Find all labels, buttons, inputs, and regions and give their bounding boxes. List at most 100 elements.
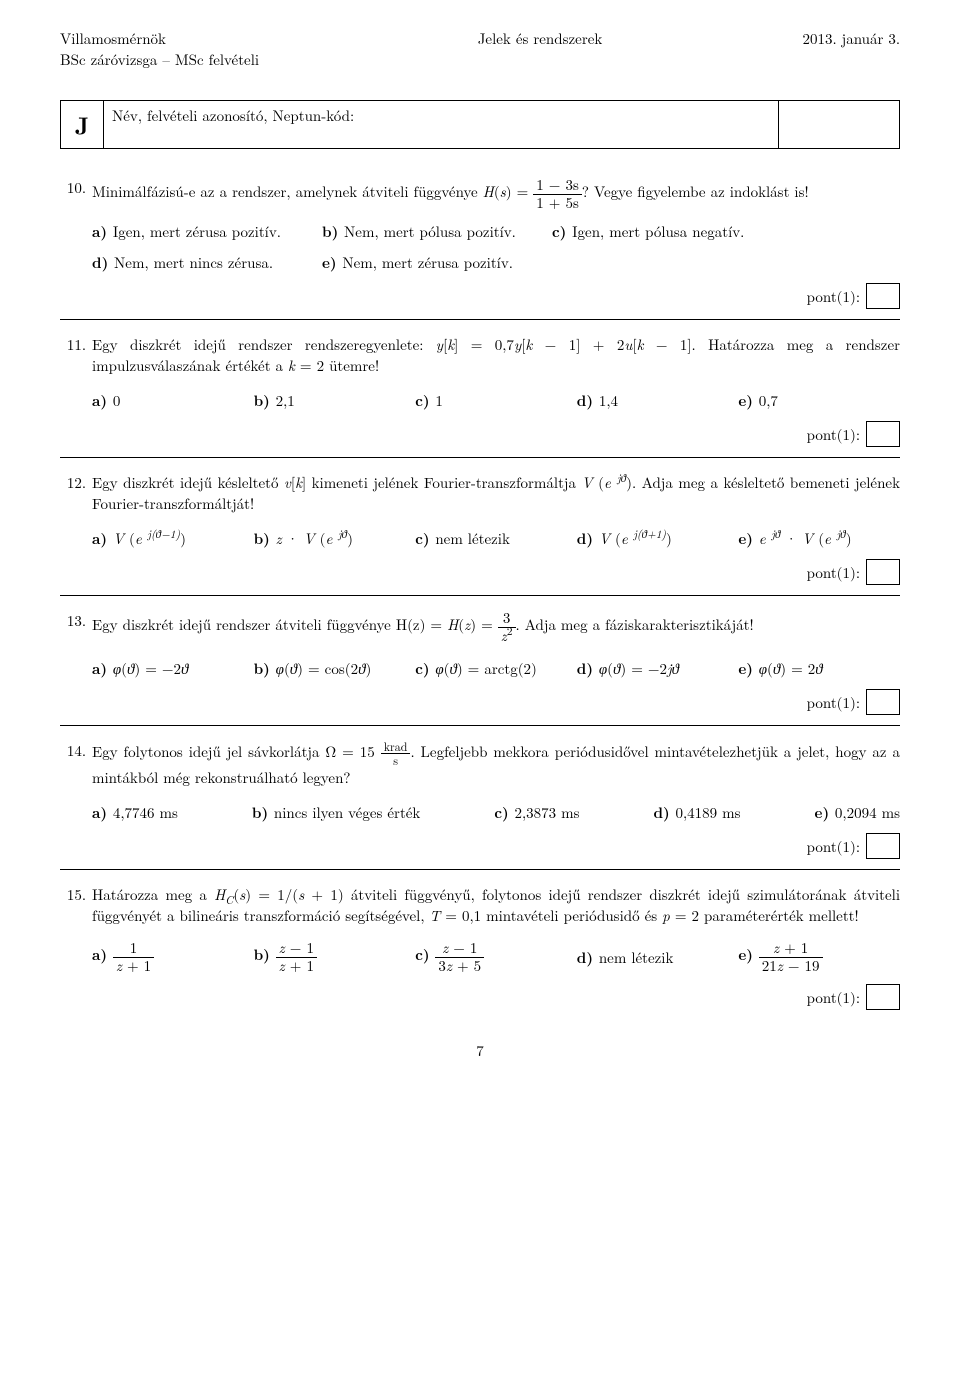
q11-opt-c[interactable]: c) 1	[415, 390, 577, 411]
variant-letter-box: J	[60, 100, 104, 149]
q11-score-box[interactable]	[866, 421, 900, 447]
name-field-label: Név, felvételi azonosító, Neptun-kód:	[112, 105, 354, 126]
question-10: 10. Minimálfázisú-e az a rendszer, amely…	[60, 177, 900, 273]
question-number: 10.	[60, 177, 92, 211]
score-label: pont(1):	[807, 987, 860, 1008]
q15-opt-c[interactable]: c) z − 13z + 5	[415, 940, 577, 974]
q12-opt-c-text: nem létezik	[435, 528, 510, 549]
q10-opt-e[interactable]: e) Nem, mert zérusa pozitív.	[322, 252, 552, 273]
q12-opt-c[interactable]: c) nem létezik	[415, 528, 577, 549]
q13-fraction: 3 z2	[498, 610, 516, 644]
name-field-box[interactable]: Név, felvételi azonosító, Neptun-kód:	[104, 100, 779, 149]
q12-options: a) V (e j(ϑ−1)) b) z · V (e jϑ) c) nem l…	[92, 528, 900, 549]
q10-frac-den: 1 + 5s	[533, 195, 582, 212]
q11-opt-e-text: 0,7	[759, 390, 778, 411]
q14-opt-e[interactable]: e) 0,2094 ms	[815, 802, 900, 823]
q14-opt-c[interactable]: c) 2,3873 ms	[494, 802, 579, 823]
q13-score-box[interactable]	[866, 689, 900, 715]
q14-opt-a[interactable]: a) 4,7746 ms	[92, 802, 178, 823]
q10-opt-e-text: Nem, mert zérusa pozitív.	[342, 252, 513, 273]
q10-fraction: 1 − 3s 1 + 5s	[533, 177, 582, 211]
q10-score-row: pont(1):	[60, 283, 900, 309]
separator	[60, 595, 900, 596]
q14-opt-b[interactable]: b) nincs ilyen véges érték	[252, 802, 420, 823]
q11-opt-a[interactable]: a) 0	[92, 390, 254, 411]
question-number: 14.	[60, 740, 92, 788]
question-number: 12.	[60, 472, 92, 514]
q15-options: a) 1z + 1 b) z − 1z + 1 c) z − 13z + 5 d…	[92, 940, 900, 974]
q14-opt-b-text: nincs ilyen véges érték	[274, 802, 420, 823]
question-text: Minimálfázisú-e az a rendszer, amelynek …	[92, 177, 900, 211]
q13-opt-e[interactable]: e) φ(ϑ) = 2ϑ	[738, 658, 900, 679]
question-15: 15. Határozza meg a HC(s) = 1/(s + 1) át…	[60, 884, 900, 974]
score-label: pont(1):	[807, 692, 860, 713]
q15-opt-d-text: nem létezik	[599, 947, 674, 968]
q10-opt-a[interactable]: a) Igen, mert zérusa pozitív.	[92, 221, 322, 242]
q10-opt-b-text: Nem, mert pólusa pozitív.	[344, 221, 516, 242]
separator	[60, 319, 900, 320]
score-label: pont(1):	[807, 286, 860, 307]
q15-opt-d[interactable]: d) nem létezik	[577, 947, 739, 968]
q13-opt-d[interactable]: d) φ(ϑ) = −2jϑ	[577, 658, 739, 679]
question-number: 15.	[60, 884, 92, 926]
separator	[60, 869, 900, 870]
q11-opt-b[interactable]: b) 2,1	[254, 390, 416, 411]
q10-opt-d[interactable]: d) Nem, mert nincs zérusa.	[92, 252, 322, 273]
q15-opt-b[interactable]: b) z − 1z + 1	[254, 940, 416, 974]
q14-score-box[interactable]	[866, 833, 900, 859]
q15-score-box[interactable]	[866, 984, 900, 1010]
q12-opt-a[interactable]: a) V (e j(ϑ−1))	[92, 528, 254, 549]
q13-frac-den: z2	[498, 628, 516, 645]
q12-score-box[interactable]	[866, 559, 900, 585]
question-text: Egy diszkrét idejű rendszer rendszeregye…	[92, 334, 900, 376]
q10-opt-b[interactable]: b) Nem, mert pólusa pozitív.	[322, 221, 552, 242]
question-11: 11. Egy diszkrét idejű rendszer rendszer…	[60, 334, 900, 411]
score-label: pont(1):	[807, 562, 860, 583]
q12-opt-d[interactable]: d) V (e j(ϑ+1))	[577, 528, 739, 549]
page-number: 7	[60, 1040, 900, 1061]
q14-opt-d[interactable]: d) 0,4189 ms	[653, 802, 740, 823]
q14-unit-fraction: krad s	[381, 740, 411, 767]
q15-opt-e[interactable]: e) z + 121z − 19	[738, 940, 900, 974]
q13-score-row: pont(1):	[60, 689, 900, 715]
q11-opt-d[interactable]: d) 1,4	[577, 390, 739, 411]
q15-opt-a[interactable]: a) 1z + 1	[92, 940, 254, 974]
separator	[60, 725, 900, 726]
q11-opt-a-text: 0	[113, 390, 121, 411]
q10-opt-d-text: Nem, mert nincs zérusa.	[114, 252, 273, 273]
q14-frac-den: s	[381, 754, 411, 767]
q11-opt-e[interactable]: e) 0,7	[738, 390, 900, 411]
q12-opt-b[interactable]: b) z · V (e jϑ)	[254, 528, 416, 549]
q10-opt-c[interactable]: c) Igen, mert pólusa negatív.	[552, 221, 900, 242]
question-text: Egy diszkrét idejű késleltető v[k] kimen…	[92, 472, 900, 514]
q13-opt-c[interactable]: c) φ(ϑ) = arctg(2)	[415, 658, 577, 679]
q10-score-box[interactable]	[866, 283, 900, 309]
q14-options: a) 4,7746 ms b) nincs ilyen véges érték …	[92, 802, 900, 823]
q13-opt-b[interactable]: b) φ(ϑ) = cos(2ϑ)	[254, 658, 416, 679]
header-right: 2013. január 3.	[760, 28, 900, 70]
q13-text-prefix: Egy diszkrét idejű rendszer átviteli füg…	[92, 614, 447, 635]
question-12: 12. Egy diszkrét idejű késleltető v[k] k…	[60, 472, 900, 549]
question-14: 14. Egy folytonos idejű jel sávkorlátja …	[60, 740, 900, 823]
variant-letter: J	[75, 108, 89, 142]
q15-c-den: 3z + 5	[435, 958, 484, 975]
q15-score-row: pont(1):	[60, 984, 900, 1010]
q14-opt-d-text: 0,4189 ms	[676, 802, 741, 823]
q12-score-row: pont(1):	[60, 559, 900, 585]
q10-options: a) Igen, mert zérusa pozitív. b) Nem, me…	[92, 221, 900, 273]
score-label: pont(1):	[807, 836, 860, 857]
question-number: 13.	[60, 610, 92, 644]
identification-row: J Név, felvételi azonosító, Neptun-kód:	[60, 100, 900, 149]
q14-opt-a-text: 4,7746 ms	[113, 802, 178, 823]
q14-text-prefix: Egy folytonos idejű jel sávkorlátja Ω = …	[92, 741, 375, 762]
question-13: 13. Egy diszkrét idejű rendszer átviteli…	[60, 610, 900, 679]
header-center: Jelek és rendszerek	[320, 28, 760, 70]
total-score-box[interactable]	[779, 100, 900, 149]
q13-opt-a[interactable]: a) φ(ϑ) = −2ϑ	[92, 658, 254, 679]
q10-text-prefix: Minimálfázisú-e az a rendszer, amelynek …	[92, 181, 483, 202]
q12-opt-e[interactable]: e) e jϑ · V (e jϑ)	[738, 528, 900, 549]
q15-b-den: z + 1	[276, 958, 317, 975]
q14-opt-c-text: 2,3873 ms	[514, 802, 579, 823]
question-text: Egy diszkrét idejű rendszer átviteli füg…	[92, 610, 900, 644]
q14-opt-e-text: 0,2094 ms	[835, 802, 900, 823]
